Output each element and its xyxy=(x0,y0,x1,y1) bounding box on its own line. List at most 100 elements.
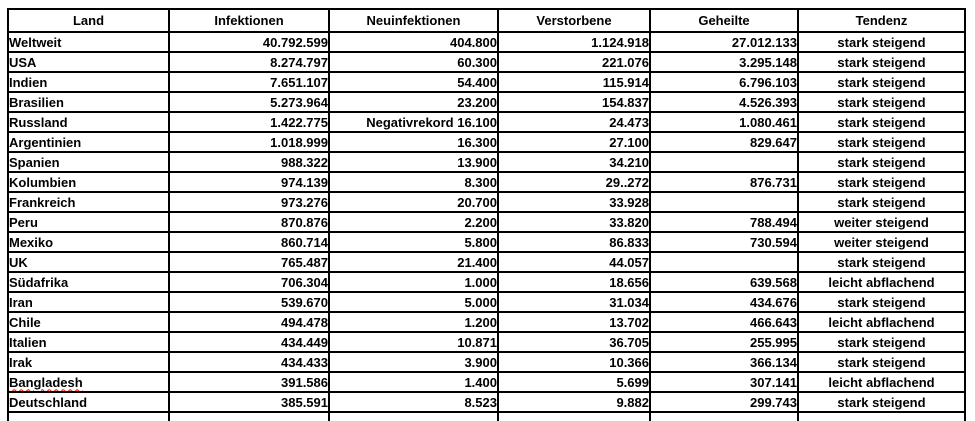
cell-land[interactable]: Kolumbien xyxy=(7,171,170,193)
cell-neuinfektionen[interactable]: 1.200 xyxy=(328,311,499,333)
cell-infektionen[interactable]: 870.876 xyxy=(168,211,330,233)
cell-infektionen[interactable]: 765.487 xyxy=(168,251,330,273)
cell-neuinfektionen[interactable]: 1.000 xyxy=(328,271,499,293)
cell-infektionen[interactable]: 434.449 xyxy=(168,331,330,353)
cell-tendenz[interactable]: stark steigend xyxy=(797,151,966,173)
cell-infektionen[interactable]: 860.714 xyxy=(168,231,330,253)
cell-verstorbene[interactable]: 27.100 xyxy=(497,131,651,153)
cell-land[interactable]: Brasilien xyxy=(7,91,170,113)
cell-land[interactable]: Spanien xyxy=(7,151,170,173)
cell-geheilte[interactable]: 6.796.103 xyxy=(649,71,799,93)
cell-verstorbene[interactable]: 34.210 xyxy=(497,151,651,173)
cell-tendenz[interactable]: stark steigend xyxy=(797,251,966,273)
cell-tendenz[interactable]: leicht abflachend xyxy=(797,311,966,333)
cell-land[interactable]: Deutschland xyxy=(7,391,170,413)
cell-land[interactable]: Italien xyxy=(7,331,170,353)
cell-neuinfektionen[interactable]: 1.400 xyxy=(328,371,499,393)
cell-verstorbene[interactable]: 24.473 xyxy=(497,111,651,133)
cell-neuinfektionen[interactable]: 404.800 xyxy=(328,31,499,53)
cell-geheilte[interactable]: 730.594 xyxy=(649,231,799,253)
cell-land[interactable]: Argentinien xyxy=(7,131,170,153)
cell-verstorbene[interactable]: 29..272 xyxy=(497,171,651,193)
cell-neuinfektionen[interactable]: 5.800 xyxy=(328,231,499,253)
cell-geheilte[interactable]: 639.568 xyxy=(649,271,799,293)
cell-land[interactable]: Südafrika xyxy=(7,271,170,293)
cell-neuinfektionen[interactable]: 10.871 xyxy=(328,331,499,353)
cell-tendenz[interactable]: stark steigend xyxy=(797,51,966,73)
cell-verstorbene[interactable]: 18.656 xyxy=(497,271,651,293)
cell-infektionen[interactable]: 40.792.599 xyxy=(168,31,330,53)
cell-geheilte[interactable]: 466.643 xyxy=(649,311,799,333)
cell-neuinfektionen[interactable]: 60.300 xyxy=(328,51,499,73)
cell-infektionen[interactable]: 5.273.964 xyxy=(168,91,330,113)
cell-land[interactable]: Weltweit xyxy=(7,31,170,53)
cell-verstorbene[interactable]: 115.914 xyxy=(497,71,651,93)
cell-verstorbene[interactable] xyxy=(497,411,651,421)
cell-geheilte[interactable] xyxy=(649,151,799,173)
cell-land[interactable]: Frankreich xyxy=(7,191,170,213)
cell-tendenz[interactable]: stark steigend xyxy=(797,131,966,153)
cell-tendenz[interactable]: weiter steigend xyxy=(797,231,966,253)
cell-geheilte[interactable]: 434.676 xyxy=(649,291,799,313)
cell-neuinfektionen[interactable]: 8.523 xyxy=(328,391,499,413)
column-header-neuinfektionen[interactable]: Neuinfektionen xyxy=(328,8,499,33)
cell-infektionen[interactable]: 1.422.775 xyxy=(168,111,330,133)
cell-infektionen[interactable]: 391.586 xyxy=(168,371,330,393)
cell-infektionen[interactable]: 706.304 xyxy=(168,271,330,293)
cell-neuinfektionen[interactable]: 54.400 xyxy=(328,71,499,93)
cell-verstorbene[interactable]: 13.702 xyxy=(497,311,651,333)
cell-neuinfektionen[interactable]: 8.300 xyxy=(328,171,499,193)
cell-geheilte[interactable]: 255.995 xyxy=(649,331,799,353)
cell-tendenz[interactable]: stark steigend xyxy=(797,71,966,93)
cell-infektionen[interactable]: 494.478 xyxy=(168,311,330,333)
cell-neuinfektionen[interactable]: 23.200 xyxy=(328,91,499,113)
cell-infektionen[interactable]: 974.139 xyxy=(168,171,330,193)
cell-tendenz[interactable]: stark steigend xyxy=(797,111,966,133)
cell-tendenz[interactable]: stark steigend xyxy=(797,331,966,353)
cell-neuinfektionen[interactable]: 5.000 xyxy=(328,291,499,313)
cell-geheilte[interactable]: 307.141 xyxy=(649,371,799,393)
cell-tendenz[interactable]: stark steigend xyxy=(797,291,966,313)
cell-verstorbene[interactable]: 5.699 xyxy=(497,371,651,393)
cell-geheilte[interactable]: 299.743 xyxy=(649,391,799,413)
cell-tendenz[interactable]: weiter steigend xyxy=(797,211,966,233)
cell-verstorbene[interactable]: 9.882 xyxy=(497,391,651,413)
cell-neuinfektionen[interactable]: 21.400 xyxy=(328,251,499,273)
column-header-tendenz[interactable]: Tendenz xyxy=(797,8,966,33)
cell-tendenz[interactable]: stark steigend xyxy=(797,91,966,113)
cell-tendenz[interactable]: stark steigend xyxy=(797,391,966,413)
cell-infektionen[interactable]: 1.018.999 xyxy=(168,131,330,153)
cell-verstorbene[interactable]: 33.928 xyxy=(497,191,651,213)
cell-infektionen[interactable]: 539.670 xyxy=(168,291,330,313)
cell-land[interactable]: Indien xyxy=(7,71,170,93)
column-header-verstorbene[interactable]: Verstorbene xyxy=(497,8,651,33)
cell-tendenz[interactable]: stark steigend xyxy=(797,31,966,53)
cell-land[interactable]: UK xyxy=(7,251,170,273)
cell-geheilte[interactable] xyxy=(649,191,799,213)
cell-land[interactable]: Russland xyxy=(7,111,170,133)
cell-infektionen[interactable]: 385.591 xyxy=(168,391,330,413)
cell-verstorbene[interactable]: 86.833 xyxy=(497,231,651,253)
cell-verstorbene[interactable]: 44.057 xyxy=(497,251,651,273)
cell-verstorbene[interactable]: 31.034 xyxy=(497,291,651,313)
cell-land[interactable]: Chile xyxy=(7,311,170,333)
cell-land[interactable]: Peru xyxy=(7,211,170,233)
cell-geheilte[interactable]: 4.526.393 xyxy=(649,91,799,113)
cell-neuinfektionen[interactable]: 3.900 xyxy=(328,351,499,373)
cell-geheilte[interactable]: 788.494 xyxy=(649,211,799,233)
cell-neuinfektionen[interactable]: 16.300 xyxy=(328,131,499,153)
cell-geheilte[interactable]: 876.731 xyxy=(649,171,799,193)
cell-land[interactable]: Bangladesh xyxy=(7,371,170,393)
cell-neuinfektionen[interactable] xyxy=(328,411,499,421)
cell-verstorbene[interactable]: 1.124.918 xyxy=(497,31,651,53)
cell-land[interactable]: Mexiko xyxy=(7,231,170,253)
cell-geheilte[interactable]: 1.080.461 xyxy=(649,111,799,133)
cell-infektionen[interactable]: 973.276 xyxy=(168,191,330,213)
cell-infektionen[interactable]: 8.274.797 xyxy=(168,51,330,73)
cell-tendenz[interactable]: stark steigend xyxy=(797,191,966,213)
cell-infektionen[interactable] xyxy=(168,411,330,421)
cell-geheilte[interactable]: 27.012.133 xyxy=(649,31,799,53)
column-header-land[interactable]: Land xyxy=(7,8,170,33)
cell-verstorbene[interactable]: 10.366 xyxy=(497,351,651,373)
cell-neuinfektionen[interactable]: 2.200 xyxy=(328,211,499,233)
